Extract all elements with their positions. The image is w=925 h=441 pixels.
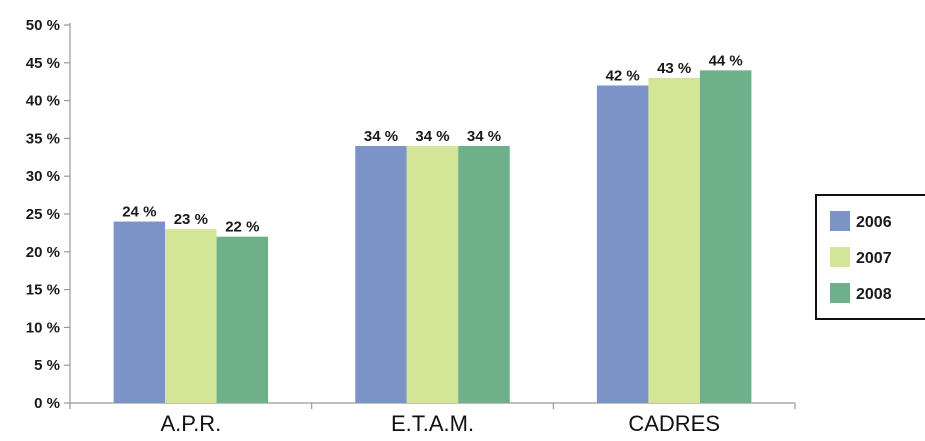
y-tick-label: 20 %	[26, 244, 60, 261]
legend-swatch-2006	[830, 211, 850, 231]
y-tick-label: 25 %	[26, 206, 60, 223]
bar-2007-E.T.A.M.	[406, 145, 459, 403]
bar-2008-E.T.A.M.	[458, 145, 510, 403]
y-tick-label: 45 %	[26, 55, 60, 72]
bar-2008-A.P.R.	[216, 236, 269, 403]
y-tick-label: 40 %	[26, 93, 60, 110]
bar-2006-CADRES	[596, 85, 649, 403]
bar-2007-CADRES	[648, 77, 700, 404]
legend-swatch-2008	[830, 283, 850, 303]
bar-2008-CADRES	[699, 70, 752, 404]
y-tick-label: 0 %	[34, 395, 60, 412]
x-tick-label: A.P.R.	[160, 411, 221, 436]
y-tick-label: 5 %	[34, 357, 60, 374]
x-tick-label: CADRES	[628, 411, 720, 436]
data-label: 44 %	[709, 52, 743, 69]
legend: 2006 2007 2008	[815, 194, 925, 320]
x-axis: A.P.R. E.T.A.M. CADRES	[69, 402, 796, 436]
y-tick-label: 15 %	[26, 282, 60, 299]
bar-2006-A.P.R.	[113, 221, 166, 403]
data-label: 24 %	[122, 204, 156, 221]
legend-label: 2008	[856, 286, 892, 303]
x-tick-label: E.T.A.M.	[391, 411, 474, 436]
y-tick-label: 50 %	[26, 17, 60, 34]
y-axis: 0 % 5 % 10 % 15 % 20 % 25 % 30 % 35 % 40 % 45 % 50…	[26, 17, 71, 412]
data-label: 43 %	[657, 60, 691, 77]
y-tick-label: 10 %	[26, 319, 60, 336]
bar-2006-E.T.A.M.	[355, 145, 407, 403]
legend-label: 2006	[856, 214, 892, 231]
y-tick-label: 30 %	[26, 168, 60, 185]
data-label: 23 %	[174, 211, 208, 228]
legend-swatch-2007	[830, 247, 850, 267]
y-tick-label: 35 %	[26, 130, 60, 147]
data-label: 34 %	[415, 128, 449, 145]
bar-2007-A.P.R.	[165, 229, 217, 403]
data-labels: 24 % 23 % 22 % 34 % 34 % 34 % 42 % 43 % 44 %	[122, 52, 743, 235]
data-label: 34 %	[364, 128, 398, 145]
data-label: 42 %	[606, 67, 640, 84]
legend-label: 2007	[856, 250, 892, 267]
data-label: 22 %	[225, 219, 259, 236]
data-label: 34 %	[467, 128, 501, 145]
bars	[113, 70, 752, 404]
